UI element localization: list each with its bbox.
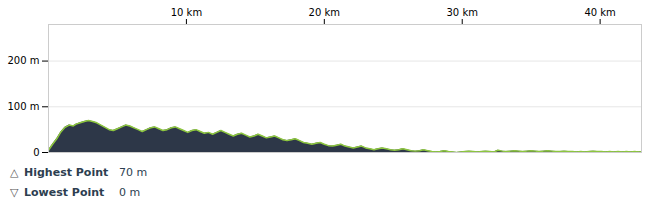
html-text:0 m: 0 m bbox=[119, 185, 141, 199]
html-text:70 m: 70 m bbox=[119, 165, 148, 179]
html-text:Highest Point: Highest Point bbox=[24, 165, 109, 179]
html-text:Lowest Point: Lowest Point bbox=[24, 185, 105, 199]
svg-text:30 km: 30 km bbox=[447, 7, 478, 18]
svg-text:10 km: 10 km bbox=[171, 7, 202, 18]
svg-text:200 m: 200 m bbox=[7, 55, 39, 66]
svg-text:20 km: 20 km bbox=[309, 7, 340, 18]
svg-text:100 m: 100 m bbox=[7, 101, 39, 112]
svg-text:0: 0 bbox=[33, 147, 39, 158]
svg-text:40 km: 40 km bbox=[584, 7, 615, 18]
